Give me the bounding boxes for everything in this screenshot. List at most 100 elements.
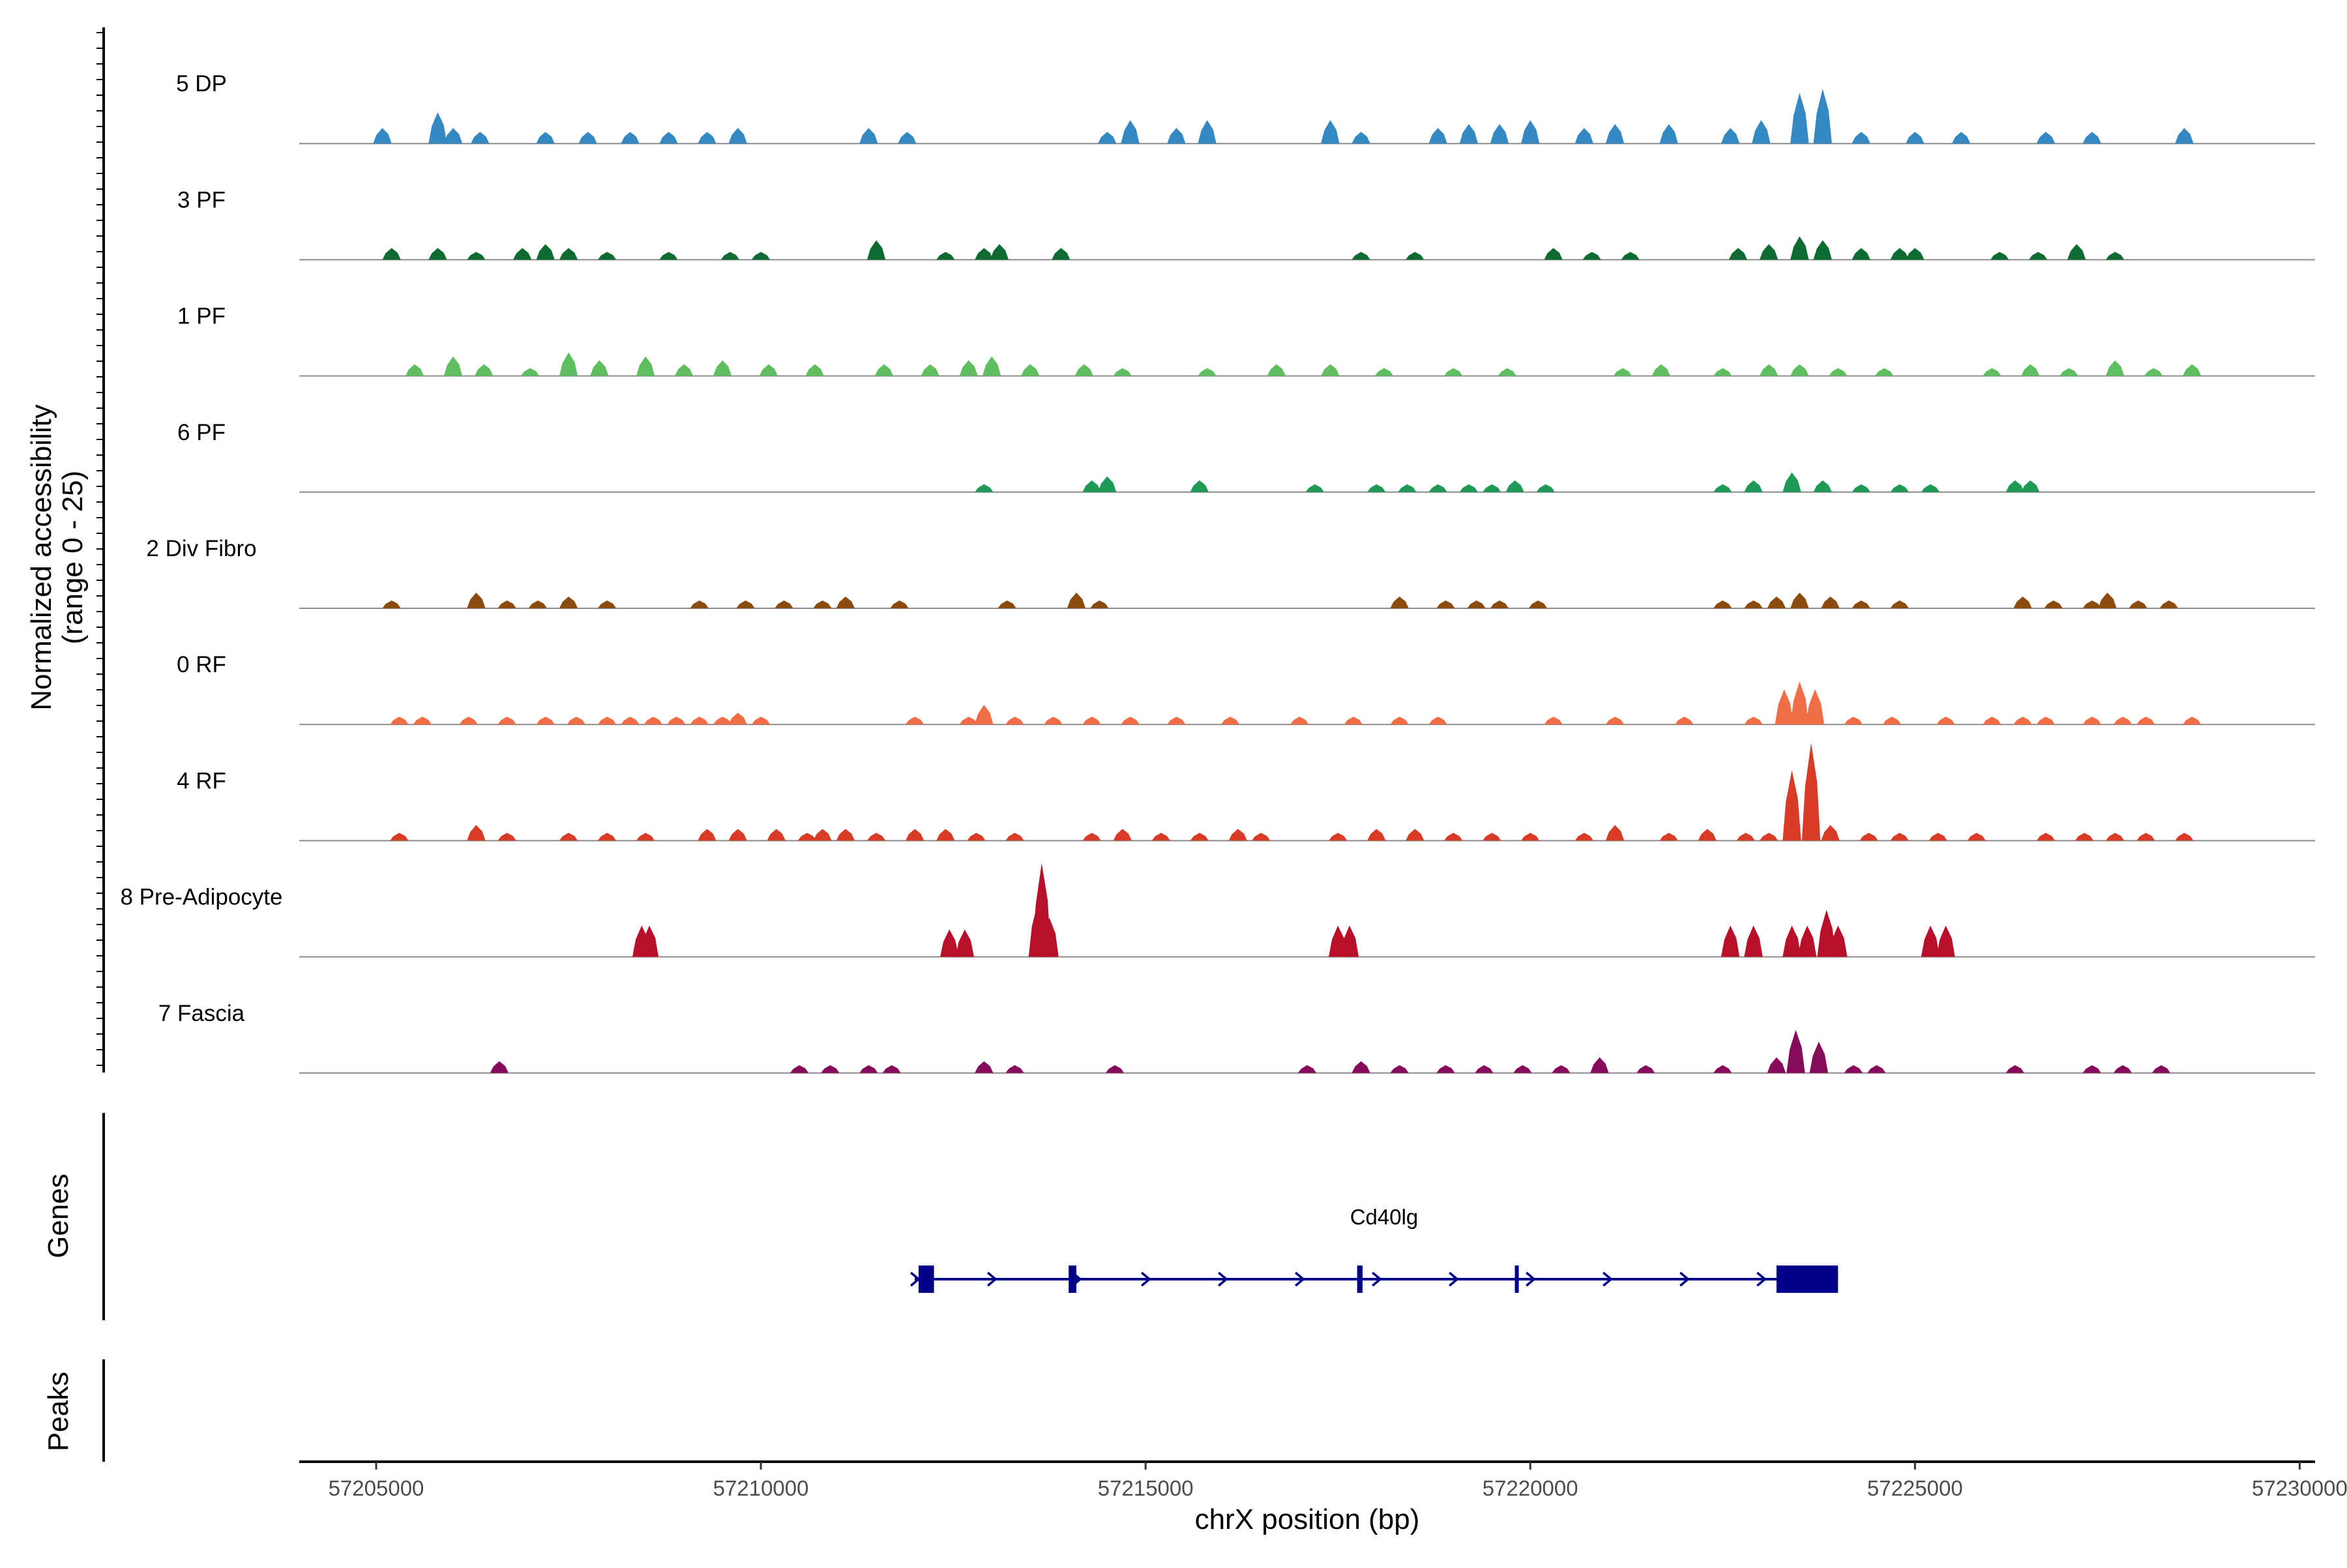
coverage-peak <box>1340 925 1359 957</box>
coverage-peak <box>1074 364 1093 376</box>
track-5-dp: 5 DP <box>176 71 2315 145</box>
coverage-peak <box>1882 717 1902 725</box>
track-3-pf: 3 PF <box>177 187 2315 261</box>
coverage-peak <box>1990 252 2009 260</box>
strand-arrow-icon <box>1679 1271 1690 1287</box>
coverage-peak <box>1290 717 1309 725</box>
strand-arrow-icon <box>1449 1271 1459 1287</box>
coverage-peak <box>2036 833 2056 841</box>
track-label: 2 Div Fibro <box>146 536 256 561</box>
coverage-peak <box>2013 597 2032 608</box>
coverage-peak <box>1574 128 1593 144</box>
coverage-peak <box>1767 597 1786 608</box>
coverage-peak <box>467 593 486 608</box>
coverage-peak <box>643 717 662 725</box>
coverage-peak <box>1890 600 1909 608</box>
coverage-peak <box>990 244 1009 260</box>
coverage-peak <box>2005 480 2024 492</box>
strand-arrow-icon <box>1756 1271 1767 1287</box>
coverage-peak <box>528 600 547 608</box>
coverage-peak <box>1983 717 2001 725</box>
coverage-peak <box>578 132 597 144</box>
coverage-peak <box>1475 1065 1494 1073</box>
coverage-peak <box>1809 1041 1828 1073</box>
coverage-peak <box>1636 1065 1655 1073</box>
coverage-peak <box>659 252 678 260</box>
coverage-peak <box>1744 600 1763 608</box>
coverage-peak <box>1067 593 1086 608</box>
coverage-peak <box>1082 717 1101 725</box>
coverage-peak <box>906 717 924 725</box>
coverage-peak <box>1813 480 1832 492</box>
coverage-peak <box>428 112 447 144</box>
y-axis-title-line2: (range 0 - 25) <box>57 471 89 645</box>
coverage-peak <box>2144 368 2163 376</box>
strand-arrow-icon <box>1526 1271 1536 1287</box>
coverage-peak <box>1321 364 1340 376</box>
coverage-peak <box>1390 1065 1409 1073</box>
coverage-peak <box>621 132 640 144</box>
coverage-peak <box>1305 484 1324 492</box>
coverage-peak <box>559 352 578 376</box>
track-label: 1 PF <box>177 304 226 329</box>
coverage-peak <box>813 829 832 841</box>
coverage-peak <box>2098 593 2117 608</box>
gene-name-label: Cd40lg <box>1350 1205 1419 1229</box>
coverage-peak <box>805 364 824 376</box>
coverage-peak <box>621 717 640 725</box>
strand-arrow-icon <box>1372 1271 1382 1287</box>
coverage-peak <box>520 368 540 376</box>
coverage-peak <box>1859 833 1878 841</box>
coverage-peak <box>728 829 747 841</box>
coverage-peak <box>1786 1029 1805 1073</box>
coverage-peak <box>959 360 978 376</box>
coverage-peak <box>1728 248 1747 260</box>
coverage-peak <box>497 833 516 841</box>
coverage-peak <box>882 1065 901 1073</box>
coverage-peak <box>1867 1065 1886 1073</box>
coverage-peak <box>471 132 490 144</box>
coverage-peak <box>1321 120 1340 144</box>
strand-arrow-icon <box>987 1271 997 1287</box>
coverage-peak <box>2044 600 2063 608</box>
coverage-peak <box>751 717 771 725</box>
coverage-peak <box>443 356 463 376</box>
coverage-peak <box>2005 1065 2024 1073</box>
coverage-peak <box>713 360 732 376</box>
coverage-peak <box>2036 717 2056 725</box>
coverage-peak <box>690 717 709 725</box>
coverage-peak <box>1398 484 1417 492</box>
strand-arrow-icon <box>1295 1271 1305 1287</box>
coverage-peak <box>1297 1065 1317 1073</box>
coverage-peak <box>1483 833 1501 841</box>
coverage-peak <box>982 356 1001 376</box>
coverage-peak <box>1752 120 1771 144</box>
coverage-peak <box>997 600 1016 608</box>
coverage-peak <box>1167 717 1186 725</box>
track-7-fascia: 7 Fascia <box>158 1001 2315 1074</box>
coverage-peak <box>898 132 917 144</box>
coverage-peak <box>1351 252 1370 260</box>
coverage-peak <box>1890 248 1909 260</box>
coverage-peak <box>1675 717 1694 725</box>
x-tick-label: 57220000 <box>1483 1476 1578 1500</box>
track-label: 4 RF <box>177 768 226 793</box>
coverage-peak <box>1821 825 1840 841</box>
coverage-peak <box>1844 1065 1863 1073</box>
coverage-peak <box>597 252 617 260</box>
coverage-peak <box>1736 833 1755 841</box>
genes-axis-title: Genes <box>42 1174 74 1258</box>
coverage-peak <box>1759 364 1779 376</box>
track-label: 5 DP <box>176 71 227 96</box>
coverage-peak <box>1406 829 1424 841</box>
coverage-peak <box>1790 364 1809 376</box>
coverage-peak <box>1921 484 1940 492</box>
coverage-peak <box>1228 829 1247 841</box>
coverage-peak <box>590 360 609 376</box>
coverage-peak <box>597 717 617 725</box>
coverage-peak <box>1613 368 1632 376</box>
coverage-peak <box>1906 132 1925 144</box>
coverage-peak <box>1151 833 1170 841</box>
coverage-peak <box>1574 833 1593 841</box>
coverage-peak <box>2029 252 2048 260</box>
